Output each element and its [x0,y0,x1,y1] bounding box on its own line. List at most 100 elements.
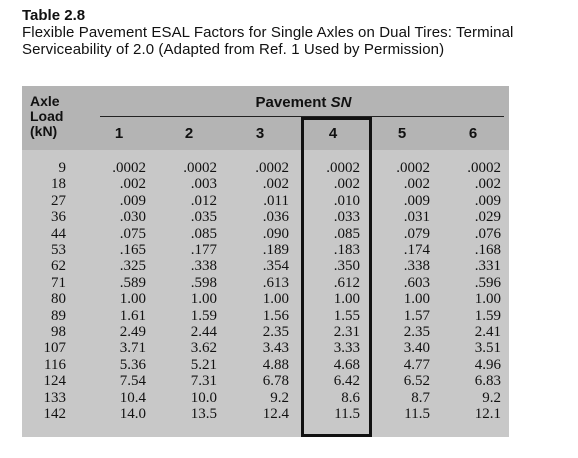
esal-factor-cell: 4.96 [474,356,501,373]
esal-factor-cell: 6.83 [474,373,501,390]
esal-factor-cell: 10.4 [119,389,146,406]
esal-factor-cell: 3.62 [190,340,217,357]
esal-factor-cell: 1.00 [119,291,146,308]
esal-factor-cell: .0002 [467,160,501,176]
column-header-sn-5: 5 [397,125,407,142]
esal-factor-cell: .085 [333,225,360,242]
axle-load-cell: 9 [58,160,67,176]
axle-load-cell: 80 [51,291,66,308]
axle-load-cell: 116 [44,356,66,373]
esal-factor-cell: .589 [119,274,146,291]
header-rule [100,116,504,117]
sn-3-column: .0002.002.011.036.090.189.354.613 1.00 1.5… [234,160,289,423]
pavement-label: Pavement [255,94,331,111]
esal-factor-cell: 12.4 [262,406,289,423]
esal-factor-cell: .030 [119,209,146,226]
esal-factor-cell: 3.33 [333,340,360,357]
table-title: Flexible Pavement ESAL Factors for Singl… [22,24,514,58]
column-header-sn-2: 2 [184,125,194,142]
esal-factor-cell: 6.52 [403,373,430,390]
axle-load-cell: 98 [51,324,66,341]
esal-factor-cell: 4.88 [262,356,289,373]
esal-factor-cell: 3.43 [262,340,289,357]
esal-factor-cell: 1.57 [403,307,430,324]
axle-load-cell: 18 [51,176,66,193]
axle-load-cell: 27 [51,192,66,209]
axle-load-cell: 53 [51,242,66,259]
axle-load-cell: 89 [51,307,66,324]
esal-factor-cell: 7.31 [190,373,217,390]
esal-factor-cell: .0002 [183,160,217,176]
esal-factor-cell: .350 [333,258,360,275]
esal-factor-cell: 2.44 [190,324,217,341]
axle-header-line1: Axle [30,93,60,109]
axle-load-cell: 36 [51,209,66,226]
esal-factor-cell: 6.42 [333,373,360,390]
axle-load-cell: 124 [43,373,67,390]
esal-factor-cell: .003 [190,176,217,193]
esal-factor-cell: .598 [190,274,217,291]
esal-factor-cell: .010 [333,192,360,209]
esal-factor-cell: .596 [474,274,501,291]
esal-factor-cell: .085 [190,225,217,242]
esal-factor-cell: .075 [119,225,146,242]
axle-load-header: Axle Load (kN) [30,94,63,139]
sn-4-column: .0002.002.010.033.085.183.350.612 1.00 1.5… [306,160,360,423]
esal-factor-cell: .079 [403,225,430,242]
esal-factor-cell: 5.36 [119,356,146,373]
esal-factor-cell: 1.00 [190,291,217,308]
esal-factor-cell: .331 [474,258,501,275]
axle-load-cell: 107 [43,340,67,357]
esal-factor-cell: 1.55 [333,307,360,324]
table-header: Axle Load (kN) Pavement SN 1 2 3 4 5 6 [22,86,509,150]
axle-load-column: 9 18 27 36 44 53 62 71 80 89 98 107 116 124 133 142 [26,160,67,423]
esal-factor-cell: 13.5 [190,406,217,423]
esal-factor-cell: 3.51 [474,340,501,357]
axle-load-cell: 133 [43,389,67,406]
column-header-sn-1: 1 [114,125,124,142]
column-header-sn-6: 6 [468,125,478,142]
esal-factor-cell: 9.2 [270,389,289,406]
esal-factor-cell: .613 [262,274,289,291]
esal-factor-cell: 8.6 [341,389,360,406]
esal-factor-cell: .168 [474,242,501,259]
sn-label: SN [330,94,352,111]
table-caption: Table 2.8 Flexible Pavement ESAL Factors… [22,8,562,59]
esal-factor-cell: 4.77 [403,356,430,373]
axle-load-cell: 71 [51,274,66,291]
esal-factor-cell: .029 [474,209,501,226]
esal-factor-cell: .0002 [396,160,430,176]
esal-factor-cell: 6.78 [262,373,289,390]
axle-load-cell: 62 [51,258,66,275]
esal-factor-cell: .0002 [255,160,289,176]
esal-factor-cell: 1.61 [119,307,146,324]
column-header-sn-4: 4 [328,125,338,142]
esal-factor-cell: .177 [190,242,217,259]
esal-factor-cell: .031 [403,209,430,226]
esal-factor-cell: .0002 [112,160,146,176]
esal-factor-cell: .338 [403,258,430,275]
sn-4-highlight-box [301,117,372,437]
esal-factor-cell: 4.68 [333,356,360,373]
esal-factor-cell: 8.7 [411,389,430,406]
esal-factor-cell: 3.71 [119,340,146,357]
esal-factor-cell: .174 [403,242,430,259]
esal-factor-cell: 10.0 [190,389,217,406]
sn-1-column: .0002.002.009.030.075.165.325.589 1.00 1.6… [94,160,146,423]
esal-factor-cell: .354 [262,258,289,275]
esal-factor-cell: .076 [474,225,501,242]
axle-load-cell: 44 [51,225,66,242]
esal-factor-cell: 2.31 [333,324,360,341]
esal-factor-cell: .009 [119,192,146,209]
esal-factor-cell: .0002 [326,160,360,176]
esal-factor-cell: 2.49 [119,324,146,341]
esal-factor-cell: .338 [190,258,217,275]
sn-5-column: .0002.002.009.031.079.174.338.603 1.00 1.5… [377,160,430,423]
esal-factor-cell: .009 [474,192,501,209]
esal-factor-cell: .002 [474,176,501,193]
esal-factor-cell: .090 [262,225,289,242]
axle-header-line3: (kN) [30,123,58,139]
esal-factor-cell: 1.00 [403,291,430,308]
axle-header-line2: Load [30,108,64,124]
esal-factor-cell: .189 [262,242,289,259]
